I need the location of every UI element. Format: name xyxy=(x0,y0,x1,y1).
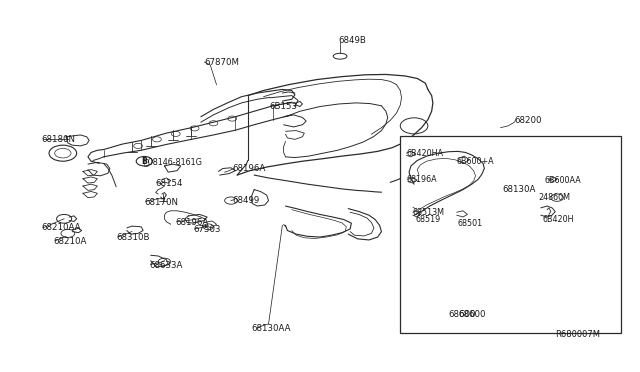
Text: 6849B: 6849B xyxy=(339,36,367,45)
Text: 6B420HA: 6B420HA xyxy=(406,150,444,158)
Text: 67503: 67503 xyxy=(193,225,221,234)
Text: 68130A: 68130A xyxy=(502,185,535,194)
Text: 68196A: 68196A xyxy=(176,218,209,227)
Text: 6B600+A: 6B600+A xyxy=(457,157,494,166)
Text: 68519: 68519 xyxy=(416,215,441,224)
Text: 68170N: 68170N xyxy=(145,198,179,207)
Text: 68130AA: 68130AA xyxy=(251,324,291,333)
Text: 68180N: 68180N xyxy=(41,135,75,144)
Text: 6B600AA: 6B600AA xyxy=(545,176,581,185)
Text: 68210A: 68210A xyxy=(54,237,87,246)
Text: 68154: 68154 xyxy=(155,179,182,187)
Text: 68200: 68200 xyxy=(515,116,542,125)
Text: 68310B: 68310B xyxy=(116,233,150,242)
Text: R680007M: R680007M xyxy=(556,330,600,339)
Text: 68633A: 68633A xyxy=(149,261,183,270)
Text: B: B xyxy=(141,157,147,166)
Text: 68499: 68499 xyxy=(232,196,259,205)
Text: 68501: 68501 xyxy=(458,219,483,228)
Text: 24860M: 24860M xyxy=(538,193,570,202)
Bar xyxy=(400,136,621,333)
Text: 68600: 68600 xyxy=(458,310,486,319)
Text: ⒲08146-8161G: ⒲08146-8161G xyxy=(143,158,202,167)
Text: 68600: 68600 xyxy=(448,310,476,319)
Text: 68513M: 68513M xyxy=(413,208,445,217)
Text: 6B153: 6B153 xyxy=(270,102,298,111)
Text: 67870M: 67870M xyxy=(204,58,239,67)
Text: 68210AA: 68210AA xyxy=(41,224,81,232)
Text: 68196A: 68196A xyxy=(232,164,266,173)
Text: 6B420H: 6B420H xyxy=(543,215,574,224)
Text: 68196A: 68196A xyxy=(406,175,437,184)
